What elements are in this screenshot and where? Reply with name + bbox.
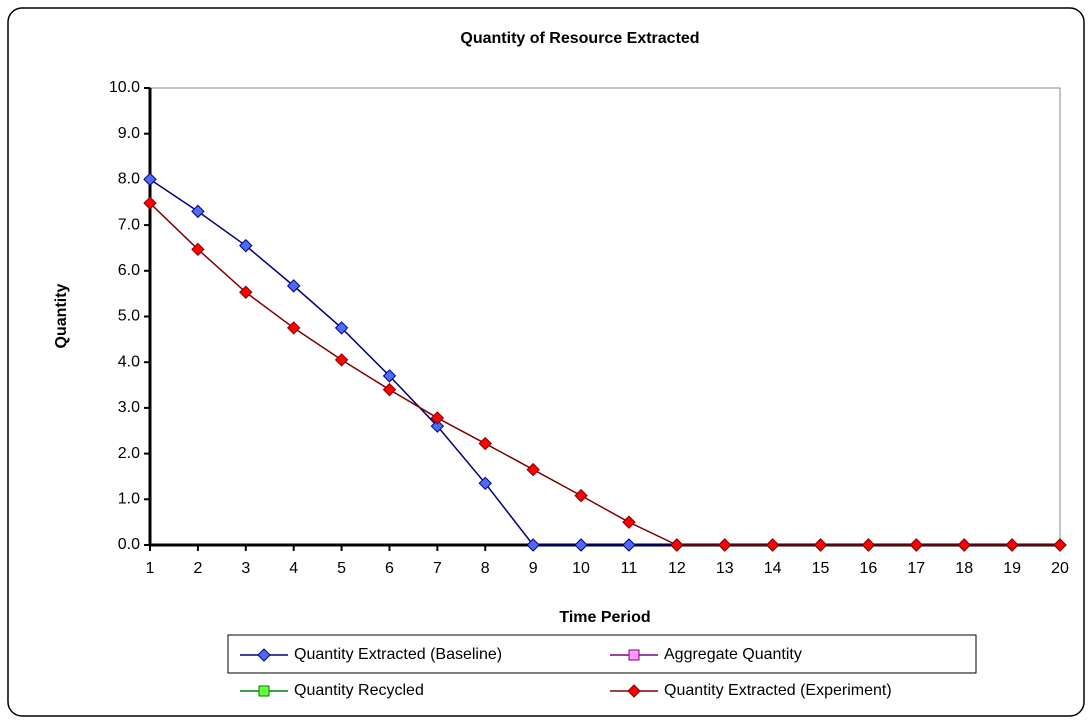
legend-marker: [258, 685, 270, 697]
data-point: [239, 238, 253, 253]
data-point: [478, 476, 492, 491]
x-tick-label: 7: [433, 560, 442, 577]
x-tick-label: 18: [955, 560, 973, 577]
y-tick-label: 8.0: [118, 171, 140, 188]
x-tick-label: 6: [385, 560, 394, 577]
y-tick-label: 10.0: [109, 79, 140, 96]
data-point: [526, 538, 540, 552]
x-tick-label: 17: [907, 560, 925, 577]
x-tick-label: 9: [529, 560, 538, 577]
legend-marker: [628, 649, 640, 661]
y-tick-label: 2.0: [118, 445, 140, 462]
x-tick-label: 4: [289, 560, 298, 577]
data-point: [478, 436, 492, 451]
data-point: [430, 411, 445, 425]
x-tick-label: 19: [1003, 560, 1021, 577]
legend-marker: [257, 648, 271, 662]
legend-marker: [627, 684, 641, 698]
data-point: [191, 242, 205, 257]
data-point: [334, 353, 349, 367]
x-tick-label: 13: [716, 560, 734, 577]
data-point: [909, 538, 924, 552]
y-tick-label: 6.0: [118, 262, 140, 279]
data-point: [286, 321, 301, 335]
y-tick-label: 9.0: [118, 125, 140, 142]
plot-area: [149, 87, 1061, 546]
data-point: [239, 285, 253, 299]
x-tick-label: 5: [337, 560, 346, 577]
y-tick-label: 5.0: [118, 308, 140, 325]
x-tick-label: 11: [621, 560, 638, 577]
x-tick-label: 15: [812, 560, 830, 577]
data-point: [1053, 538, 1067, 552]
series-line: [149, 202, 1060, 546]
y-tick-label: 3.0: [118, 399, 140, 416]
x-tick-label: 1: [146, 560, 155, 577]
data-point: [191, 204, 205, 219]
data-point: [382, 369, 397, 383]
data-point: [286, 279, 301, 293]
legend-label: Aggregate Quantity: [664, 646, 802, 663]
chart-title: Quantity of Resource Extracted: [460, 30, 699, 47]
x-tick-label: 3: [241, 560, 250, 577]
x-tick-label: 16: [860, 560, 878, 577]
x-tick-label: 20: [1051, 560, 1069, 577]
data-point: [382, 382, 397, 397]
data-point: [574, 488, 588, 503]
data-point: [430, 419, 445, 433]
y-tick-label: 7.0: [118, 216, 140, 233]
x-tick-label: 10: [572, 560, 590, 577]
legend-label: Quantity Extracted (Baseline): [294, 646, 502, 663]
y-tick-label: 1.0: [118, 491, 140, 508]
x-axis-label: Time Period: [559, 609, 650, 626]
data-point: [670, 538, 684, 552]
data-point: [718, 538, 732, 552]
data-point: [334, 321, 349, 335]
y-axis-label: Quantity: [53, 283, 70, 348]
x-tick-label: 8: [481, 560, 490, 577]
data-point: [622, 515, 636, 529]
data-point: [765, 538, 780, 552]
legend-label: Quantity Extracted (Experiment): [664, 682, 892, 699]
x-tick-label: 14: [764, 560, 782, 577]
data-point: [143, 196, 157, 210]
data-point: [143, 172, 157, 187]
x-tick-label: 12: [668, 560, 686, 577]
data-point: [1005, 538, 1019, 552]
y-tick-label: 0.0: [118, 536, 140, 553]
data-point: [813, 538, 828, 552]
data-point: [526, 462, 540, 477]
legend-box: [227, 634, 977, 674]
data-point: [861, 538, 876, 552]
legend-label: Quantity Recycled: [294, 682, 424, 699]
y-tick-label: 4.0: [118, 353, 140, 370]
data-point: [957, 538, 971, 552]
data-point: [622, 538, 636, 552]
x-tick-label: 2: [193, 560, 202, 577]
data-point: [574, 538, 588, 552]
